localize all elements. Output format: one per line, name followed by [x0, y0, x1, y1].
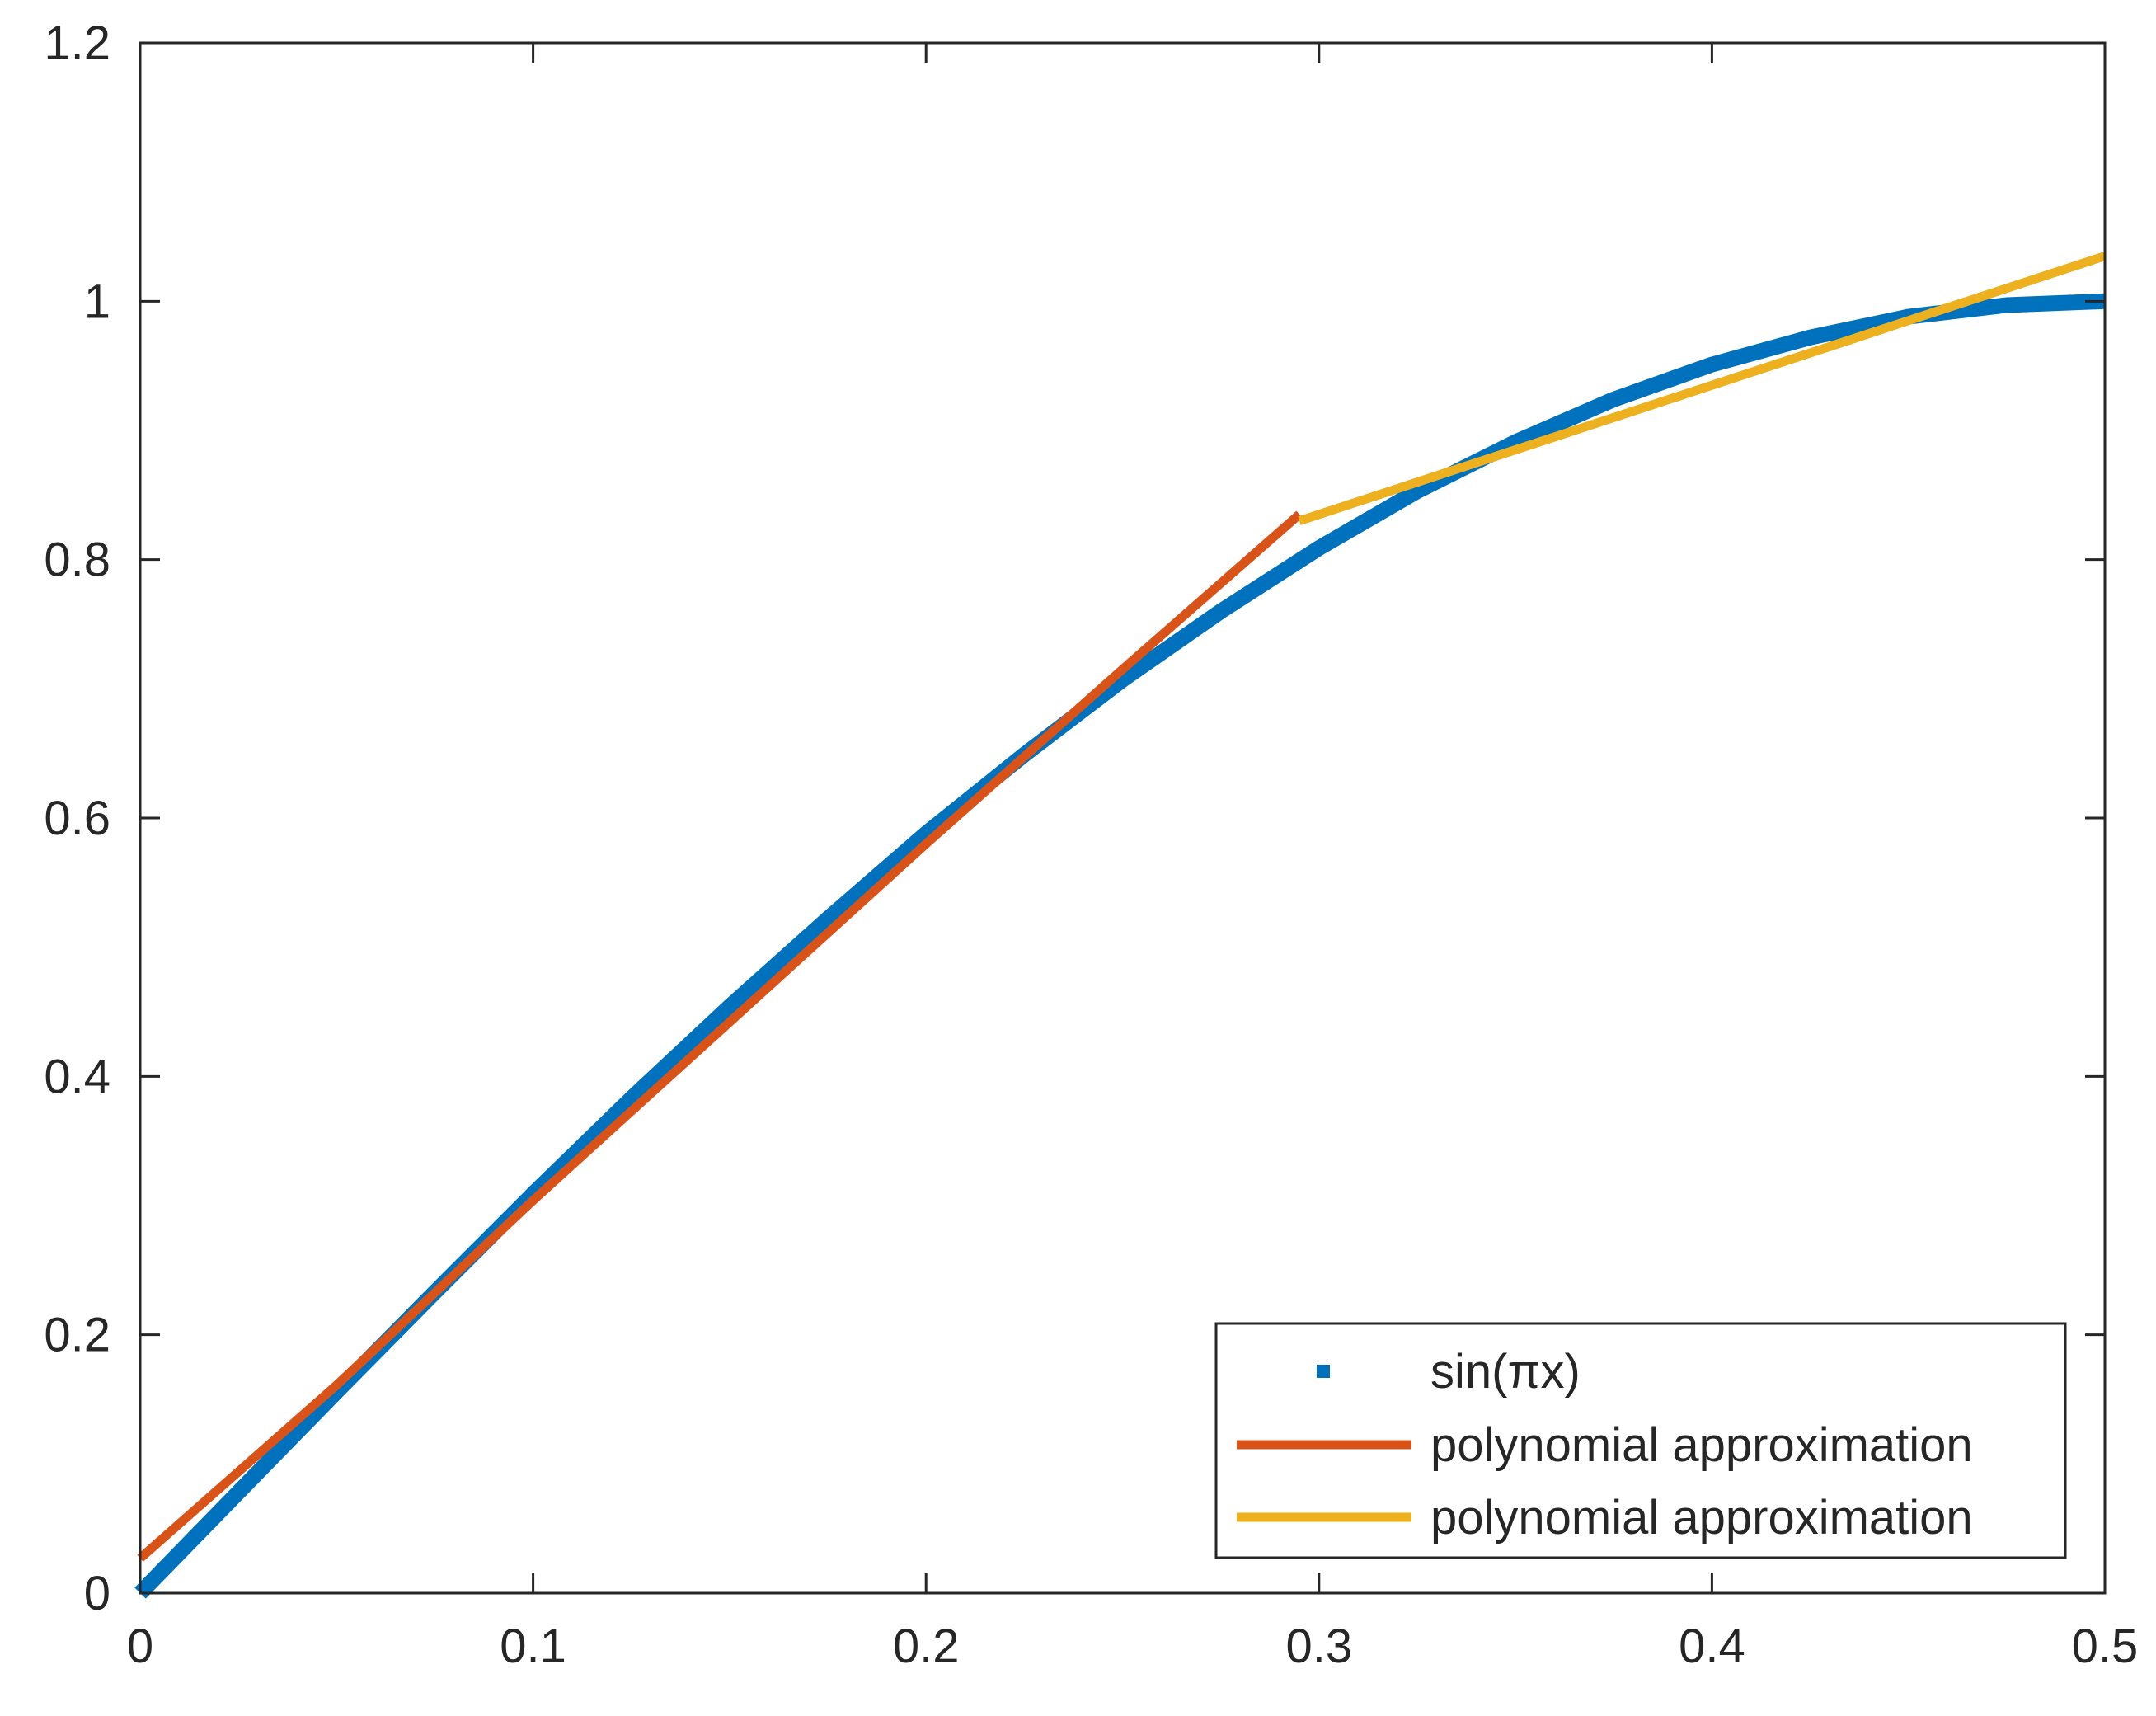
y-tick-label: 1 [84, 275, 110, 328]
y-tick-label: 0.8 [44, 534, 110, 587]
axes: 0 0.1 0.2 0.3 0.4 0.5 0 0.2 0.4 0.6 0.8 1 1.2 [44, 16, 2138, 1673]
series-line-1 [137, 510, 1303, 1562]
y-tick-label: 0.6 [44, 792, 110, 845]
x-tick-label: 0.4 [1679, 1620, 1745, 1673]
x-tick-label: 0.5 [2072, 1620, 2139, 1673]
plot-area [134, 252, 2107, 1599]
x-tick-label: 0.3 [1285, 1620, 1352, 1673]
x-tick-label: 0 [127, 1620, 153, 1673]
x-tick-label: 0.2 [893, 1620, 960, 1673]
legend: sin(πx) polynomial approximation polynomia… [1214, 1322, 2067, 1559]
legend-swatch-0 [1317, 1365, 1330, 1378]
legend-label-2: polynomial approximation [1430, 1491, 1973, 1544]
y-tick-label: 0.2 [44, 1309, 110, 1362]
series-line-2 [1298, 252, 2107, 525]
y-tick-label: 0 [84, 1567, 110, 1620]
y-tick-label: 1.2 [44, 16, 110, 70]
legend-label-0: sin(πx) [1430, 1345, 1581, 1399]
y-tick-label: 0.4 [44, 1050, 110, 1103]
legend-label-1: polynomial approximation [1430, 1418, 1973, 1472]
x-tick-label: 0.1 [500, 1620, 566, 1673]
